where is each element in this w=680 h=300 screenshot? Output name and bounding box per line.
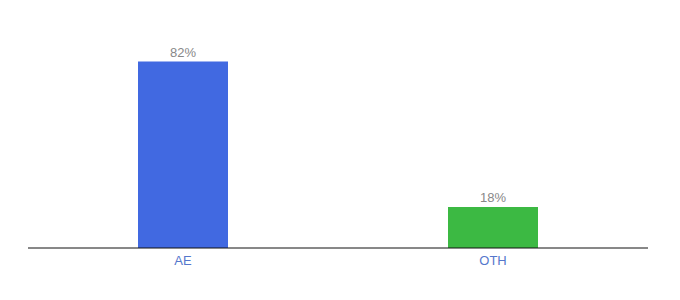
svg-text:18%: 18% xyxy=(480,190,506,205)
svg-text:AE: AE xyxy=(174,253,192,268)
svg-text:OTH: OTH xyxy=(479,253,506,268)
svg-text:82%: 82% xyxy=(170,45,196,60)
